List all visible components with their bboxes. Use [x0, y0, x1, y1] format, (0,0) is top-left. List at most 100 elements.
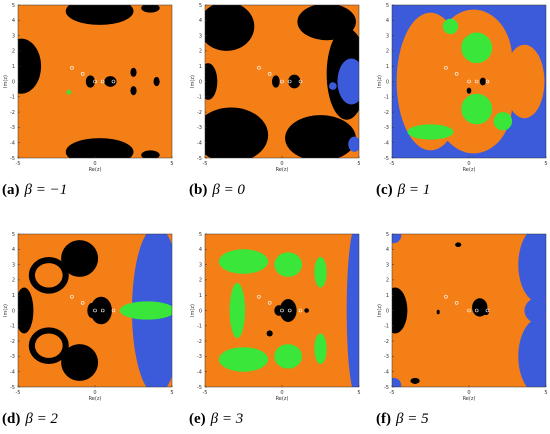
- marker: [80, 72, 85, 76]
- region: [285, 115, 356, 158]
- region: [392, 234, 402, 244]
- region: [130, 67, 137, 77]
- y-tick-label: 2: [12, 49, 15, 55]
- region: [61, 240, 99, 277]
- y-axis-label: Im(z): [377, 304, 383, 317]
- region: [218, 347, 269, 372]
- region: [66, 89, 72, 95]
- panel: 5 4 3 2 1 0 -1 -2 -3 -4 -5-5 0 5 Re(z) Im(z) (a) β = −1: [2, 3, 174, 198]
- caption-label: (a): [2, 182, 20, 198]
- region: [34, 263, 63, 288]
- region: [288, 74, 301, 89]
- marker: [280, 308, 284, 313]
- marker: [467, 308, 471, 313]
- y-tick-label: -5: [384, 385, 389, 391]
- region: [205, 107, 269, 158]
- y-tick-label: -5: [10, 385, 15, 391]
- region: [147, 307, 172, 314]
- y-tick-label: 3: [386, 262, 389, 268]
- x-axis-label: Re(z): [89, 167, 102, 173]
- y-tick-label: 2: [12, 278, 15, 284]
- region: [205, 5, 255, 51]
- region: [130, 86, 137, 96]
- y-tick-label: -1: [197, 324, 202, 330]
- y-tick-label: 3: [199, 262, 202, 268]
- region: [455, 242, 462, 248]
- x-tick-label: 5: [544, 161, 547, 167]
- region: [18, 287, 34, 334]
- y-tick-label: -5: [10, 156, 15, 162]
- region: [274, 344, 303, 369]
- y-axis-label: Im(z): [190, 75, 196, 88]
- y-tick-label: -5: [197, 385, 202, 391]
- y-tick-label: 1: [12, 293, 15, 299]
- caption-text: β = 1: [397, 182, 431, 198]
- x-axis-label: Re(z): [89, 396, 102, 402]
- y-tick-label: -3: [10, 354, 15, 360]
- y-tick-label: -4: [384, 370, 389, 376]
- y-tick-label: 4: [386, 18, 389, 24]
- y-axis-label: Im(z): [377, 75, 383, 88]
- region: [153, 76, 160, 87]
- y-tick-label: 0: [386, 308, 389, 314]
- y-tick-label: -3: [384, 125, 389, 131]
- x-tick-label: 5: [170, 161, 173, 167]
- region: [87, 302, 97, 319]
- y-tick-label: 5: [386, 232, 389, 238]
- x-axis-label: Re(z): [276, 167, 289, 173]
- caption: (a) β = −1: [2, 182, 67, 198]
- marker: [474, 308, 479, 313]
- x-tick-label: 0: [93, 390, 96, 396]
- marker: [100, 308, 105, 313]
- region: [218, 249, 269, 274]
- region: [436, 309, 440, 315]
- region: [34, 333, 63, 358]
- region: [348, 136, 359, 152]
- region: [61, 344, 99, 381]
- region: [65, 138, 134, 158]
- x-axis-label: Re(z): [463, 167, 476, 173]
- marker: [444, 294, 448, 299]
- marker: [70, 65, 74, 70]
- marker: [444, 65, 448, 70]
- marker: [485, 308, 490, 313]
- region: [461, 32, 493, 64]
- y-tick-label: 0: [386, 79, 389, 85]
- region: [392, 287, 408, 334]
- y-tick-label: -3: [197, 354, 202, 360]
- y-tick-label: -4: [10, 141, 15, 147]
- y-tick-label: -1: [197, 95, 202, 101]
- y-tick-label: 1: [386, 64, 389, 70]
- caption-text: β = −1: [24, 182, 68, 198]
- marker: [80, 301, 85, 305]
- x-tick-label: -5: [203, 161, 208, 167]
- fractal-image: [205, 5, 359, 158]
- region: [518, 234, 546, 303]
- marker: [474, 79, 479, 84]
- y-tick-label: 4: [12, 18, 15, 24]
- x-tick-label: -5: [16, 161, 21, 167]
- region: [314, 256, 327, 288]
- x-tick-label: 0: [93, 161, 96, 167]
- y-tick-label: -3: [384, 354, 389, 360]
- y-tick-label: -1: [10, 324, 15, 330]
- y-tick-label: 0: [199, 308, 202, 314]
- y-tick-label: 5: [12, 3, 15, 9]
- y-tick-label: -1: [384, 324, 389, 330]
- caption-label: (d): [2, 411, 20, 427]
- marker: [287, 308, 292, 313]
- x-tick-label: 5: [544, 390, 547, 396]
- caption: (f) β = 5: [376, 411, 429, 427]
- x-tick-label: 5: [170, 390, 173, 396]
- region: [518, 318, 546, 387]
- y-tick-label: 1: [12, 64, 15, 70]
- caption-text: β = 5: [395, 411, 429, 427]
- y-axis-label: Im(z): [3, 304, 9, 317]
- region: [479, 77, 486, 86]
- marker: [70, 294, 74, 299]
- region: [141, 5, 160, 13]
- x-axis-label: Re(z): [276, 396, 289, 402]
- x-tick-label: -5: [390, 390, 395, 396]
- caption-label: (c): [376, 182, 393, 198]
- background: [18, 5, 172, 158]
